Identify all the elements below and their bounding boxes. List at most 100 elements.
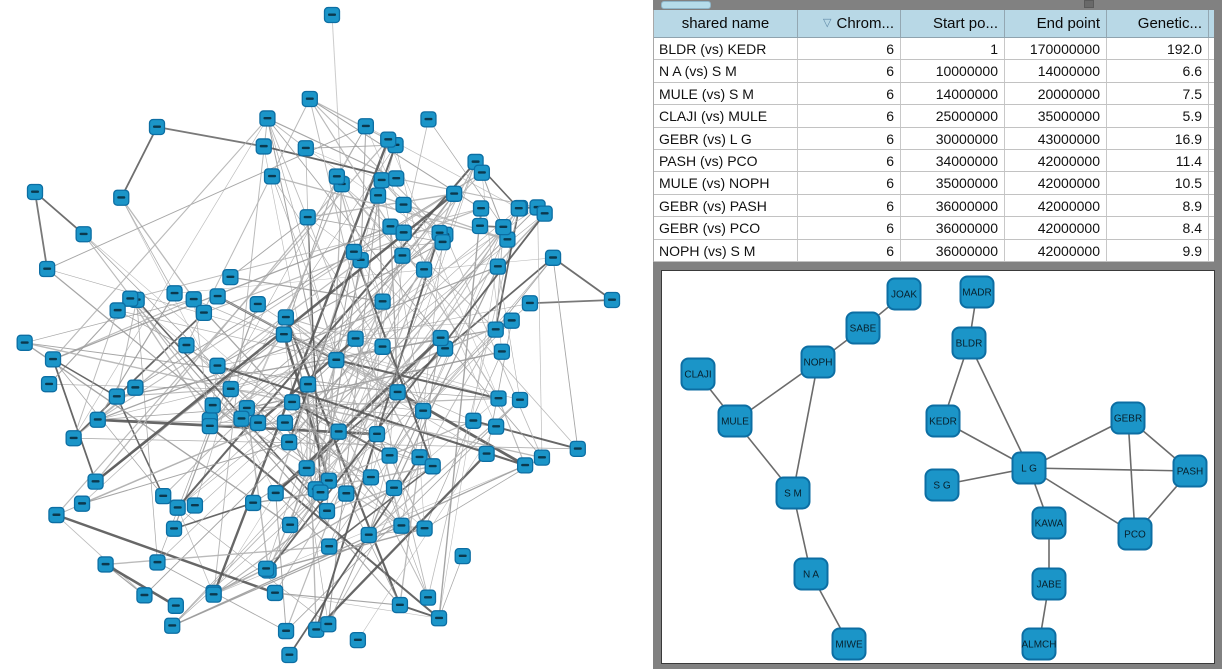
network-node[interactable] [87,473,104,490]
network-node[interactable] [373,172,390,189]
network-node[interactable] [360,526,377,544]
network-node[interactable] [195,304,213,322]
network-node[interactable] [323,6,341,24]
table-row[interactable]: BLDR (vs) KEDR 6 1 170000000 192.0 [654,38,1214,61]
table-row[interactable]: NOPH (vs) S M 6 36000000 42000000 9.9 [654,239,1214,262]
filter-icon[interactable]: ▽ [823,17,832,29]
network-node[interactable] [395,224,412,241]
network-node[interactable] [393,517,410,534]
network-node[interactable] [299,209,316,226]
network-node[interactable] [127,379,144,396]
network-node[interactable] [415,261,433,278]
network-node[interactable] [472,200,490,217]
network-node[interactable] [416,520,433,537]
network-node[interactable] [347,330,364,347]
network-node[interactable] [411,449,428,466]
network-node[interactable] [281,434,298,451]
network-node[interactable] [185,291,202,308]
network-node[interactable] [349,631,367,649]
network-node[interactable] [432,329,449,347]
network-node[interactable] [521,295,539,312]
table-row[interactable]: GEBR (vs) PASH 6 36000000 42000000 8.9 [654,194,1214,218]
network-node[interactable]: N A [793,557,829,591]
network-node[interactable]: PCO [1117,517,1153,551]
network-node[interactable] [328,351,345,369]
network-node[interactable] [222,268,239,286]
table-row[interactable]: GEBR (vs) L G 6 30000000 43000000 16.9 [654,127,1214,150]
network-node[interactable] [490,390,507,407]
network-node[interactable] [424,458,441,475]
network-node[interactable] [381,447,398,464]
network-node[interactable] [312,484,329,501]
network-node[interactable]: JABE [1031,567,1067,601]
network-node[interactable]: SABE [845,311,881,345]
network-node[interactable] [320,538,338,555]
network-node[interactable] [487,418,505,435]
network-node[interactable] [297,140,314,157]
network-node[interactable] [487,321,504,338]
network-node[interactable]: L G [1011,451,1047,485]
network-node[interactable]: MADR [959,275,995,309]
network-node[interactable] [536,205,553,222]
network-node[interactable] [374,293,391,310]
column-header[interactable]: Genetic... [1107,10,1209,37]
network-node[interactable] [136,587,153,604]
network-node[interactable] [414,402,432,420]
network-node[interactable] [394,247,411,264]
network-node[interactable] [493,343,511,360]
network-node[interactable] [276,414,294,431]
network-node[interactable] [275,326,293,343]
network-node[interactable] [489,258,507,275]
network-node[interactable] [471,217,489,235]
network-node[interactable] [419,589,437,606]
network-node[interactable] [357,118,375,135]
network-node[interactable] [48,506,65,524]
network-node[interactable] [205,586,222,603]
network-node[interactable] [511,391,529,409]
network-node[interactable] [533,449,551,466]
network-node[interactable] [446,185,463,202]
network-node[interactable] [395,196,412,214]
network-node[interactable] [510,200,527,217]
network-node[interactable]: KAWA [1031,506,1067,540]
network-node[interactable] [368,425,386,443]
network-node[interactable]: S G [924,468,960,502]
network-node[interactable] [259,110,276,127]
network-edge[interactable] [792,361,819,494]
column-header[interactable]: Start po... [901,10,1005,37]
network-node[interactable]: KEDR [925,404,961,438]
scrollbar-thumb-fragment[interactable] [1084,0,1094,8]
network-node[interactable] [281,516,299,534]
network-node[interactable] [283,394,301,411]
network-node[interactable] [222,380,239,398]
network-edge[interactable] [1028,467,1191,472]
network-node[interactable] [75,226,92,243]
table-row[interactable]: PASH (vs) PCO 6 34000000 42000000 11.4 [654,149,1214,173]
network-node[interactable] [503,312,520,329]
network-node[interactable] [97,556,114,573]
network-node[interactable] [420,111,437,128]
network-node[interactable] [186,497,204,514]
network-node[interactable] [244,494,262,512]
network-node[interactable] [495,218,512,236]
network-node[interactable] [266,584,284,602]
network-edge[interactable] [1127,417,1136,535]
network-node[interactable] [109,302,126,319]
network-node[interactable] [382,218,399,235]
network-node[interactable] [385,479,403,497]
network-node[interactable] [39,260,56,278]
network-node[interactable]: GEBR [1110,401,1146,435]
network-node[interactable]: JOAK [886,277,922,311]
network-node[interactable] [167,597,184,614]
network-node[interactable]: BLDR [951,326,987,360]
network-node[interactable] [544,249,562,266]
table-row[interactable]: MULE (vs) NOPH 6 35000000 42000000 10.5 [654,172,1214,195]
network-node[interactable] [40,376,58,393]
network-node[interactable] [16,334,33,351]
network-node[interactable] [166,285,183,302]
network-node[interactable] [169,499,186,516]
network-node[interactable]: CLAJI [680,357,716,391]
network-node[interactable] [298,460,315,477]
table-row[interactable]: MULE (vs) S M 6 14000000 20000000 7.5 [654,82,1214,106]
network-node[interactable] [89,411,106,428]
